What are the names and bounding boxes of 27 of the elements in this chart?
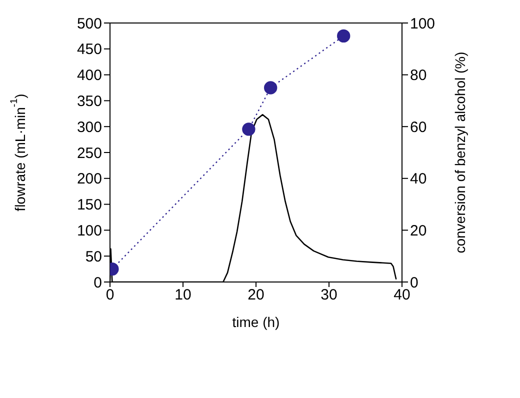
y-tick-label: 250: [76, 144, 102, 162]
y-tick-label: 0: [94, 274, 102, 292]
y-tick-label: 400: [76, 67, 102, 84]
y-tick-label: 300: [76, 118, 102, 136]
y2-tick-label: 80: [410, 67, 427, 84]
y2-tick-label: 100: [410, 15, 436, 32]
point: [264, 81, 278, 94]
x-tick-label: 20: [248, 286, 264, 304]
x-tick-label: 0: [106, 286, 114, 304]
y2-tick-label: 0: [410, 274, 418, 292]
point: [337, 29, 350, 43]
point: [242, 122, 256, 136]
y-tick-label: 100: [76, 222, 102, 240]
y-tick-label: 350: [76, 93, 102, 110]
y2-tick-label: 40: [410, 170, 427, 188]
y-tick-label: 200: [76, 170, 102, 188]
x-tick-label: 30: [320, 286, 338, 304]
x-tick-label: 40: [394, 286, 410, 304]
x-tick-label: 10: [174, 286, 192, 304]
y-tick-label: 150: [76, 196, 102, 214]
y-tick-label: 450: [76, 41, 102, 58]
x-axis-title: time (h): [232, 314, 280, 330]
y2-tick-label: 60: [410, 118, 427, 136]
y-tick-label: 50: [85, 248, 102, 266]
y2-tick-label: 20: [410, 222, 427, 240]
y2-axis-title: conversion of benzyl alcohol (%): [452, 52, 468, 254]
y-tick-label: 500: [76, 15, 102, 32]
